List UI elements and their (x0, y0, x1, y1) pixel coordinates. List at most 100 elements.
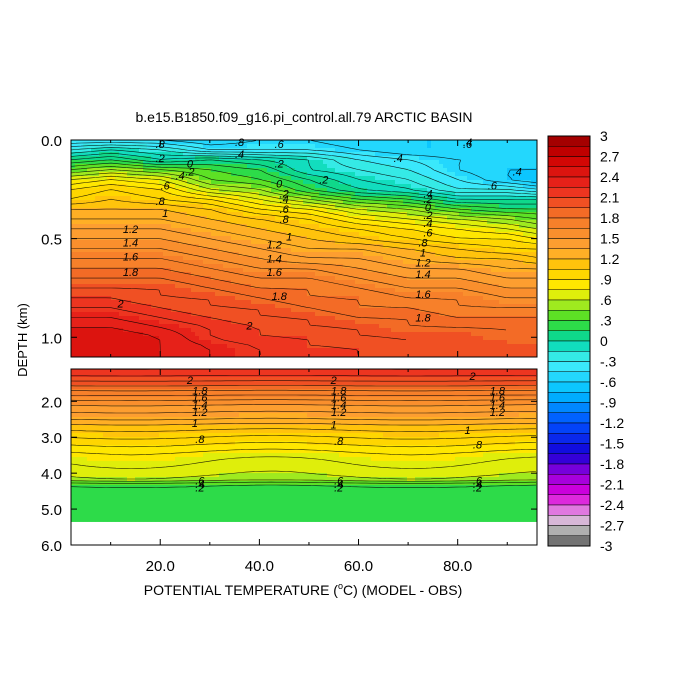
upper-fill-cell (95, 236, 100, 241)
upper-fill-cell (279, 164, 284, 169)
upper-fill-cell (487, 240, 492, 245)
upper-fill-cell (359, 172, 364, 177)
upper-fill-cell (347, 188, 352, 193)
upper-fill-cell (503, 140, 508, 145)
upper-fill-cell (467, 244, 472, 249)
upper-fill-cell (491, 180, 496, 185)
upper-fill-cell (303, 212, 308, 217)
upper-fill-cell (327, 160, 332, 165)
upper-fill-cell (131, 228, 136, 233)
upper-fill-cell (443, 188, 448, 193)
upper-fill-cell (123, 292, 128, 297)
upper-fill-cell (151, 288, 156, 293)
upper-fill-cell (255, 240, 260, 245)
upper-fill-cell (403, 216, 408, 221)
upper-fill-cell (475, 184, 480, 189)
upper-fill-cell (179, 284, 184, 289)
upper-fill-cell (499, 208, 504, 213)
upper-fill-cell (287, 308, 292, 313)
upper-fill-cell (511, 148, 516, 153)
upper-fill-cell (95, 244, 100, 249)
upper-fill-cell (203, 300, 208, 305)
upper-fill-cell (395, 152, 400, 157)
upper-fill-cell (75, 140, 80, 145)
upper-fill-cell (379, 216, 384, 221)
upper-fill-cell (327, 204, 332, 209)
upper-fill-cell (287, 196, 292, 201)
upper-fill-cell (507, 196, 512, 201)
upper-fill-cell (183, 300, 188, 305)
upper-fill-cell (323, 236, 328, 241)
upper-fill-cell (327, 232, 332, 237)
upper-fill-cell (347, 244, 352, 249)
upper-fill-cell (375, 144, 380, 149)
upper-fill-cell (419, 164, 424, 169)
upper-fill-cell (503, 252, 508, 257)
upper-fill-cell (507, 160, 512, 165)
upper-fill-cell (499, 244, 504, 249)
upper-fill-cell (287, 176, 292, 181)
upper-fill-cell (87, 196, 92, 201)
upper-fill-cell (103, 252, 108, 257)
upper-fill-cell (167, 252, 172, 257)
upper-fill-cell (259, 148, 264, 153)
upper-fill-cell (263, 144, 268, 149)
upper-fill-cell (131, 236, 136, 241)
upper-fill-cell (151, 164, 156, 169)
upper-fill-cell (199, 232, 204, 237)
upper-fill-cell (71, 264, 76, 269)
upper-fill-cell (339, 212, 344, 217)
upper-fill-cell (491, 200, 496, 205)
upper-fill-cell (395, 288, 400, 293)
upper-fill-cell (523, 272, 528, 277)
upper-fill-cell (271, 304, 276, 309)
upper-fill-cell (431, 292, 436, 297)
upper-fill-cell (303, 308, 308, 313)
upper-fill-cell (351, 188, 356, 193)
upper-fill-cell (503, 164, 508, 169)
upper-fill-cell (331, 308, 336, 313)
upper-fill-cell (351, 160, 356, 165)
upper-fill-cell (383, 196, 388, 201)
upper-fill-cell (287, 180, 292, 185)
upper-fill-cell (351, 244, 356, 249)
upper-fill-cell (443, 272, 448, 277)
upper-fill-cell (487, 192, 492, 197)
upper-fill-cell (347, 216, 352, 221)
upper-fill-cell (451, 228, 456, 233)
upper-fill-cell (163, 164, 168, 169)
upper-fill-cell (411, 252, 416, 257)
upper-fill-cell (115, 232, 120, 237)
upper-fill-cell (91, 220, 96, 225)
upper-fill-cell (303, 152, 308, 157)
upper-fill-cell (79, 252, 84, 257)
upper-fill-cell (223, 264, 228, 269)
upper-fill-cell (323, 188, 328, 193)
upper-fill-cell (343, 152, 348, 157)
upper-fill-cell (347, 176, 352, 181)
upper-fill-cell (287, 216, 292, 221)
upper-fill-cell (243, 268, 248, 273)
upper-fill-cell (311, 240, 316, 245)
upper-fill-cell (95, 204, 100, 209)
upper-fill-cell (103, 272, 108, 277)
upper-fill-cell (95, 212, 100, 217)
upper-fill-cell (79, 272, 84, 277)
upper-fill-cell (119, 288, 124, 293)
upper-fill-cell (99, 204, 104, 209)
upper-fill-cell (503, 296, 508, 301)
upper-fill-cell (475, 252, 480, 257)
upper-fill-cell (103, 152, 108, 157)
upper-fill-cell (495, 236, 500, 241)
upper-fill-cell (519, 228, 524, 233)
upper-fill-cell (439, 232, 444, 237)
upper-fill-cell (151, 260, 156, 265)
upper-fill-cell (367, 156, 372, 161)
upper-fill-cell (527, 176, 532, 181)
upper-fill-cell (151, 176, 156, 181)
upper-fill-cell (259, 264, 264, 269)
upper-fill-cell (439, 280, 444, 285)
upper-fill-cell (463, 148, 468, 153)
upper-fill-cell (247, 184, 252, 189)
upper-fill-cell (291, 176, 296, 181)
